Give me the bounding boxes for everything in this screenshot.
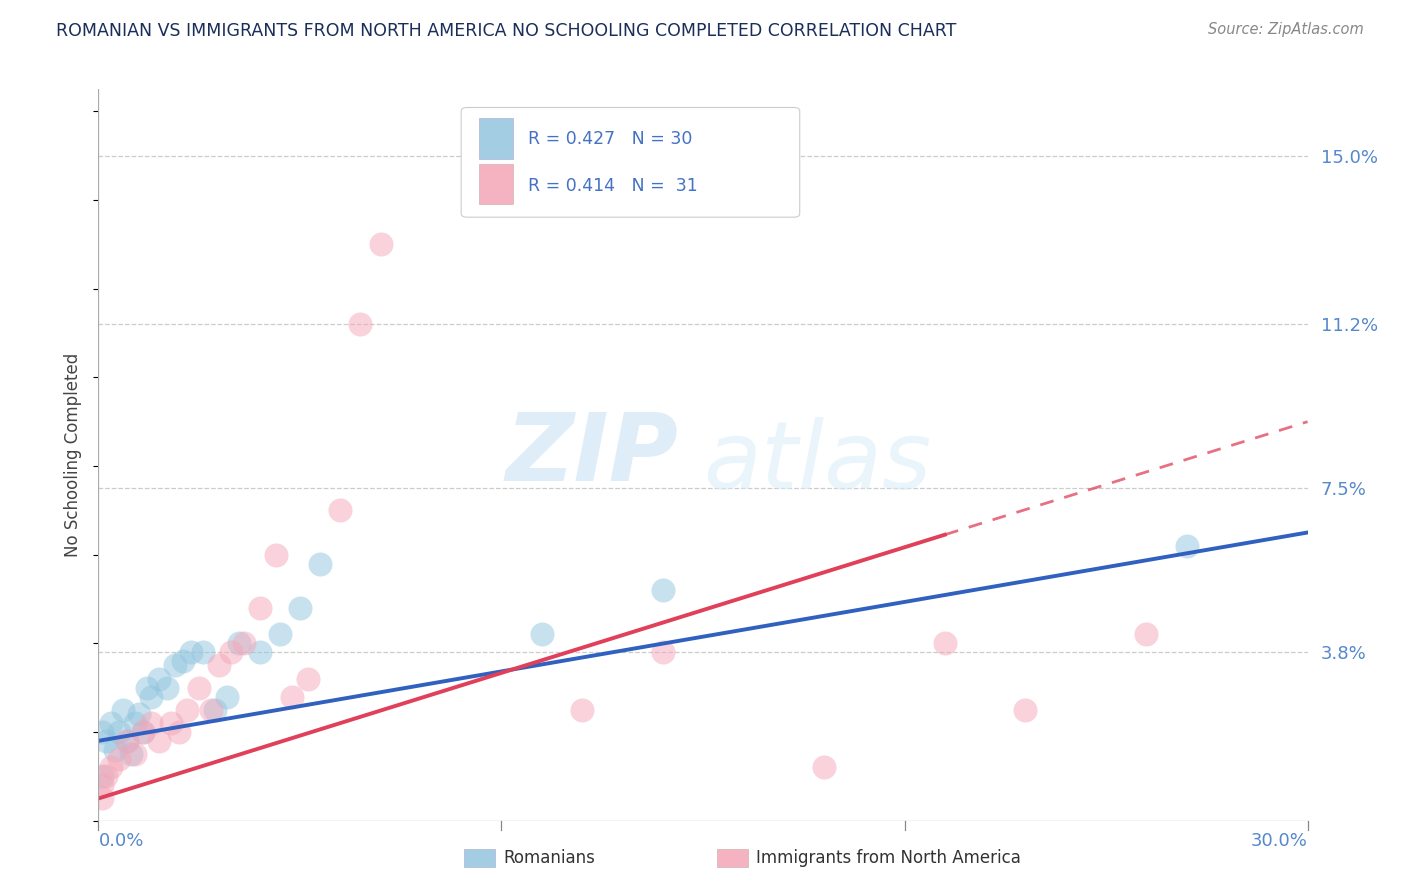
Point: [91, 725, 114, 739]
Point: [135, 681, 157, 695]
Point: [193, 645, 215, 659]
Point: [228, 636, 250, 650]
Point: [111, 703, 134, 717]
Point: [1135, 627, 1157, 641]
Text: Romanians: Romanians: [503, 849, 595, 867]
Point: [309, 557, 332, 571]
Point: [91, 778, 114, 792]
Point: [100, 716, 122, 731]
Point: [232, 636, 254, 650]
FancyBboxPatch shape: [479, 164, 513, 204]
Point: [148, 734, 170, 748]
Point: [530, 627, 553, 641]
Point: [107, 725, 129, 739]
Point: [651, 645, 673, 659]
Point: [349, 317, 371, 331]
Text: ZIP: ZIP: [506, 409, 679, 501]
Point: [249, 600, 271, 615]
Point: [269, 627, 291, 641]
Point: [96, 769, 118, 783]
Point: [156, 681, 179, 695]
Point: [163, 658, 186, 673]
Point: [139, 716, 162, 731]
Point: [221, 645, 243, 659]
Y-axis label: No Schooling Completed: No Schooling Completed: [65, 353, 83, 557]
Point: [297, 672, 319, 686]
Point: [176, 703, 198, 717]
Point: [281, 690, 304, 704]
Point: [115, 734, 138, 748]
Point: [264, 548, 287, 562]
Point: [128, 707, 150, 722]
Point: [167, 725, 190, 739]
Point: [107, 751, 129, 765]
Text: 30.0%: 30.0%: [1251, 832, 1308, 850]
Text: R = 0.414   N =  31: R = 0.414 N = 31: [527, 177, 697, 194]
Point: [120, 747, 142, 761]
Text: ROMANIAN VS IMMIGRANTS FROM NORTH AMERICA NO SCHOOLING COMPLETED CORRELATION CHA: ROMANIAN VS IMMIGRANTS FROM NORTH AMERIC…: [56, 22, 956, 40]
Point: [91, 791, 114, 805]
Point: [124, 747, 146, 761]
Point: [813, 760, 835, 774]
Point: [148, 672, 170, 686]
Point: [100, 760, 122, 774]
Point: [651, 583, 673, 598]
Point: [571, 703, 593, 717]
Point: [172, 654, 194, 668]
Point: [288, 600, 311, 615]
Point: [124, 716, 146, 731]
Point: [188, 681, 211, 695]
Text: Immigrants from North America: Immigrants from North America: [756, 849, 1021, 867]
Point: [132, 725, 155, 739]
FancyBboxPatch shape: [479, 119, 513, 159]
Point: [180, 645, 202, 659]
Point: [1014, 703, 1036, 717]
Point: [200, 703, 222, 717]
Point: [139, 690, 162, 704]
Point: [329, 503, 352, 517]
Point: [370, 237, 392, 252]
Point: [103, 742, 125, 756]
Point: [249, 645, 271, 659]
Text: atlas: atlas: [703, 417, 931, 508]
Text: 0.0%: 0.0%: [98, 832, 143, 850]
FancyBboxPatch shape: [461, 108, 800, 218]
Text: R = 0.427   N = 30: R = 0.427 N = 30: [527, 130, 692, 148]
Point: [204, 703, 226, 717]
Point: [934, 636, 956, 650]
Point: [217, 690, 239, 704]
Text: Source: ZipAtlas.com: Source: ZipAtlas.com: [1208, 22, 1364, 37]
Point: [91, 769, 114, 783]
Point: [96, 734, 118, 748]
Point: [132, 725, 155, 739]
Point: [208, 658, 231, 673]
Point: [160, 716, 183, 731]
Point: [115, 734, 138, 748]
Point: [1175, 539, 1198, 553]
